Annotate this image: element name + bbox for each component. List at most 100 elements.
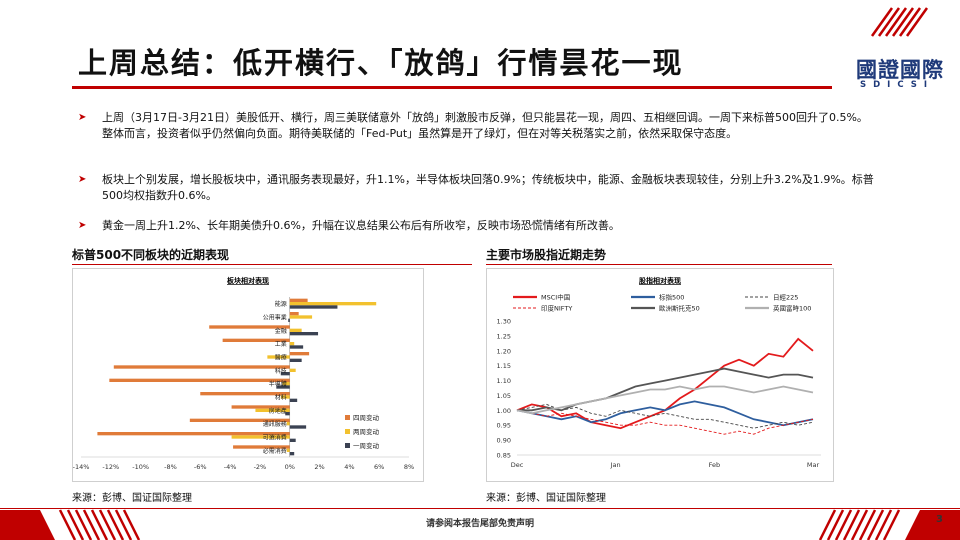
sector-bar-chart: 板块相对表现 -14% -12% -10% -8% -6% -4% -2% 0% 2% 4% 6% 8%… bbox=[73, 276, 415, 471]
bar-3 bbox=[289, 398, 298, 402]
y-tick-label: 0.95 bbox=[497, 422, 511, 430]
right-heading-rule bbox=[486, 264, 832, 265]
legend-swatch bbox=[345, 415, 350, 420]
x-tick-label: -14% bbox=[73, 463, 89, 471]
bar-3 bbox=[289, 425, 307, 429]
series-line bbox=[516, 385, 814, 415]
index-chart-panel: 股指相对表现 MSCI中国 标指500 日經225 印度NIFTY 歐洲斯托克50 英國富時… bbox=[486, 268, 834, 482]
category-label: 公用事業 bbox=[263, 314, 287, 322]
bar-3 bbox=[289, 438, 296, 442]
y-tick-label: 1.20 bbox=[497, 347, 511, 355]
bar-2 bbox=[289, 328, 302, 332]
page-number: 3 bbox=[936, 514, 943, 525]
category-label: 工業 bbox=[275, 340, 287, 348]
bullet-text: 上周（3月17日-3月21日）美股低开、横行，周三美联储意外「放鸽」刺激股市反弹… bbox=[102, 111, 868, 140]
bar-1 bbox=[109, 378, 290, 382]
bar-3 bbox=[289, 332, 319, 336]
bullet-text: 板块上个别发展，增长股板块中，通讯服务表现最好，升1.1%，半导体板块回落0.9… bbox=[102, 173, 874, 202]
legend-label: 标指500 bbox=[659, 293, 684, 302]
x-tick-label: Dec bbox=[511, 461, 524, 469]
bar-1 bbox=[289, 312, 299, 316]
bar-1 bbox=[231, 405, 290, 409]
right-chart-heading: 主要市场股指近期走势 bbox=[486, 248, 607, 262]
legend-label: 一周变动 bbox=[353, 441, 380, 450]
y-tick-label: 0.85 bbox=[497, 452, 511, 460]
x-tick-label: 8% bbox=[404, 463, 414, 471]
legend-label: 歐洲斯托克50 bbox=[659, 304, 700, 313]
bar-2 bbox=[289, 302, 377, 306]
series-line bbox=[517, 367, 814, 412]
bar-1 bbox=[97, 432, 290, 436]
bar-2 bbox=[255, 408, 290, 412]
bar-2 bbox=[280, 395, 290, 399]
category-label: 金融 bbox=[275, 327, 287, 335]
bar-3 bbox=[285, 412, 290, 416]
bar-1 bbox=[289, 298, 308, 302]
left-chart-source: 来源：彭博、国证国际整理 bbox=[72, 493, 192, 504]
category-label: 能源 bbox=[275, 300, 287, 308]
y-tick-label: 1.30 bbox=[497, 318, 511, 326]
company-logo-sub: SDICSI bbox=[860, 80, 935, 90]
y-tick-label: 1.00 bbox=[497, 407, 511, 415]
bar-2 bbox=[282, 382, 290, 386]
bullet-item: ➤ 黄金一周上升1.2%、长年期美债升0.6%，升幅在议息结果公布后有所收窄，反… bbox=[78, 218, 878, 234]
index-line-chart: 股指相对表现 MSCI中国 标指500 日經225 印度NIFTY 歐洲斯托克50 英國富時… bbox=[497, 276, 821, 469]
bar-3 bbox=[276, 385, 290, 389]
arrow-bullet-icon: ➤ bbox=[78, 174, 87, 185]
x-tick-label: -8% bbox=[164, 463, 177, 471]
x-tick-label: -4% bbox=[224, 463, 237, 471]
left-heading-rule bbox=[72, 264, 472, 265]
bar-2 bbox=[267, 355, 290, 359]
footer-disclaimer: 请参阅本报告尾部免责声明 bbox=[425, 519, 534, 529]
bar-1 bbox=[222, 338, 290, 342]
category-label: 材料 bbox=[275, 394, 287, 402]
bullet-text: 黄金一周上升1.2%、长年期美债升0.6%，升幅在议息结果公布后有所收窄，反映市… bbox=[102, 219, 620, 232]
x-tick-label: -6% bbox=[194, 463, 207, 471]
title-underline bbox=[72, 86, 832, 89]
category-label: 必需消費 bbox=[263, 447, 287, 455]
bullet-item: ➤ 上周（3月17日-3月21日）美股低开、横行，周三美联储意外「放鸽」刺激股市… bbox=[78, 110, 878, 142]
bar-2 bbox=[286, 448, 290, 452]
x-tick-label: Mar bbox=[807, 461, 820, 469]
left-chart-heading: 标普500不同板块的近期表现 bbox=[72, 248, 230, 262]
sector-chart-panel: 板块相对表现 -14% -12% -10% -8% -6% -4% -2% 0% 2% 4% 6% 8%… bbox=[72, 268, 424, 482]
bar-1 bbox=[209, 325, 290, 329]
bar-2 bbox=[289, 342, 295, 346]
y-tick-label: 1.10 bbox=[497, 377, 511, 385]
bar-1 bbox=[200, 392, 290, 396]
x-tick-label: 2% bbox=[314, 463, 324, 471]
bar-3 bbox=[289, 358, 302, 362]
bar-1 bbox=[113, 365, 290, 369]
y-tick-label: 1.05 bbox=[497, 392, 511, 400]
legend-label: 两周变动 bbox=[353, 427, 380, 436]
bar-2 bbox=[286, 422, 290, 426]
footer-stripes-right-decoration bbox=[818, 509, 960, 540]
bar-3 bbox=[289, 452, 295, 456]
series-line bbox=[516, 403, 814, 429]
series-line bbox=[516, 400, 814, 427]
bar-2 bbox=[289, 315, 313, 319]
x-tick-label: Feb bbox=[709, 461, 721, 469]
bar-1 bbox=[289, 352, 310, 356]
category-label: 醫療 bbox=[275, 354, 287, 362]
category-label: 可選消費 bbox=[263, 434, 287, 442]
arrow-bullet-icon: ➤ bbox=[78, 220, 87, 231]
x-tick-label: 6% bbox=[374, 463, 384, 471]
page-title: 上周总结：低开横行、「放鸽」行情昙花一现 bbox=[78, 46, 684, 80]
company-logo: 國證國際 bbox=[856, 57, 944, 82]
y-tick-label: 1.15 bbox=[497, 362, 511, 370]
series-line bbox=[516, 337, 814, 430]
legend-label: 印度NIFTY bbox=[541, 304, 572, 313]
x-tick-label: -10% bbox=[132, 463, 149, 471]
bar-1 bbox=[233, 445, 290, 449]
bar-3 bbox=[288, 318, 290, 322]
x-tick-label: 0% bbox=[285, 463, 295, 471]
legend-swatch bbox=[345, 429, 350, 434]
bar-2 bbox=[231, 435, 290, 439]
bar-2 bbox=[289, 368, 296, 372]
bullet-item: ➤ 板块上个别发展，增长股板块中，通讯服务表现最好，升1.1%，半导体板块回落0… bbox=[78, 172, 878, 204]
bar-3 bbox=[280, 372, 290, 376]
x-tick-label: -2% bbox=[254, 463, 267, 471]
chart-title: 股指相对表现 bbox=[638, 276, 681, 285]
legend-label: MSCI中国 bbox=[541, 293, 570, 302]
